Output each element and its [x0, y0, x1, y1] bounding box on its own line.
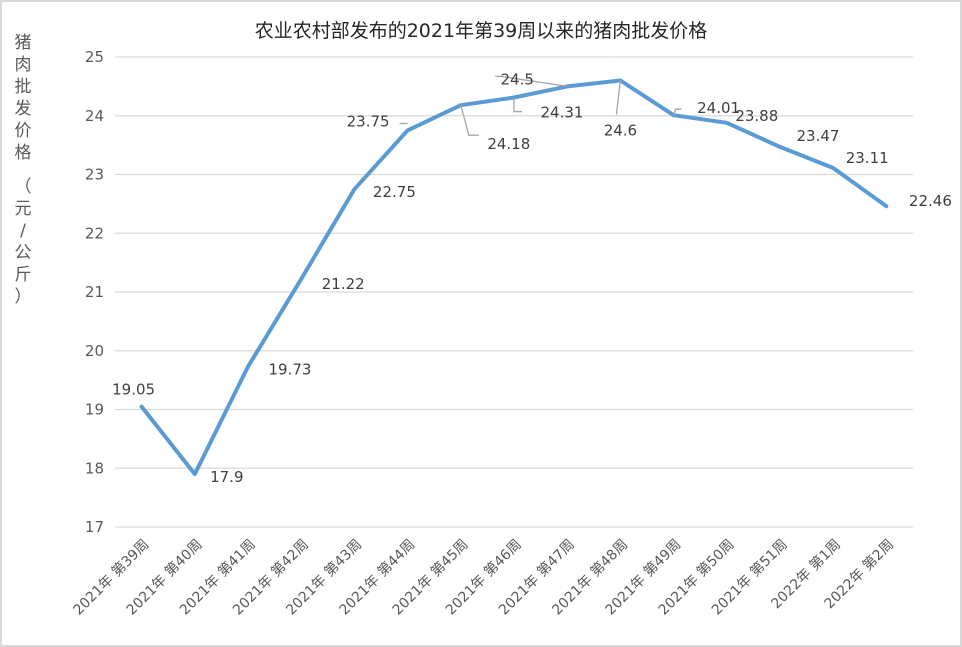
y-tick-label: 20 — [85, 342, 104, 360]
y-tick-label: 19 — [85, 401, 104, 419]
y-tick-label: 22 — [85, 224, 104, 242]
leader-line — [672, 108, 682, 116]
data-label: 23.11 — [846, 149, 889, 167]
y-tick-label: 23 — [85, 166, 104, 184]
y-axis-label-char: 格 — [14, 143, 32, 163]
data-label: 22.75 — [373, 183, 416, 201]
y-axis-label-char: （ — [14, 177, 32, 197]
y-tick-label: 18 — [85, 459, 104, 477]
y-axis-label-char: 发 — [14, 99, 32, 119]
leader-line — [513, 97, 522, 113]
data-label: 19.73 — [269, 361, 312, 379]
y-axis-label-char: 猪 — [14, 33, 32, 53]
data-label: 19.05 — [112, 381, 155, 399]
y-tick-label: 24 — [85, 107, 104, 125]
data-label: 23.47 — [797, 127, 840, 145]
y-axis-label-char: 斤 — [14, 265, 32, 285]
y-axis-label-char: 批 — [14, 77, 32, 97]
chart-title: 农业农村部发布的2021年第39周以来的猪肉批发价格 — [254, 20, 708, 42]
data-label: 24.6 — [604, 122, 637, 140]
y-tick-label: 21 — [85, 283, 104, 301]
y-axis-label-char: 公 — [14, 243, 32, 263]
y-axis-label-char: 价 — [14, 121, 32, 141]
data-label: 24.5 — [500, 70, 533, 88]
data-label: 17.9 — [210, 468, 243, 486]
data-line — [139, 78, 889, 477]
y-axis-label-char: 肉 — [14, 55, 32, 75]
y-axis-label-char: / — [20, 221, 26, 241]
data-label: 24.31 — [541, 104, 584, 122]
y-tick-label: 25 — [85, 48, 104, 66]
leader-line — [495, 75, 568, 88]
data-label: 22.46 — [909, 192, 952, 210]
data-label: 23.75 — [347, 112, 390, 130]
leader-line — [460, 105, 479, 136]
data-label: 23.88 — [735, 107, 778, 125]
y-axis-label-char: 元 — [14, 199, 32, 219]
y-tick-label: 17 — [85, 518, 104, 536]
y-axis-label-char: ） — [14, 287, 32, 307]
data-label: 21.22 — [322, 275, 365, 293]
data-label: 24.01 — [697, 99, 740, 117]
y-axis-label: 猪肉批发价格 （元 / 公斤） — [12, 32, 34, 308]
leader-line — [615, 80, 622, 115]
data-label: 24.18 — [487, 135, 530, 153]
